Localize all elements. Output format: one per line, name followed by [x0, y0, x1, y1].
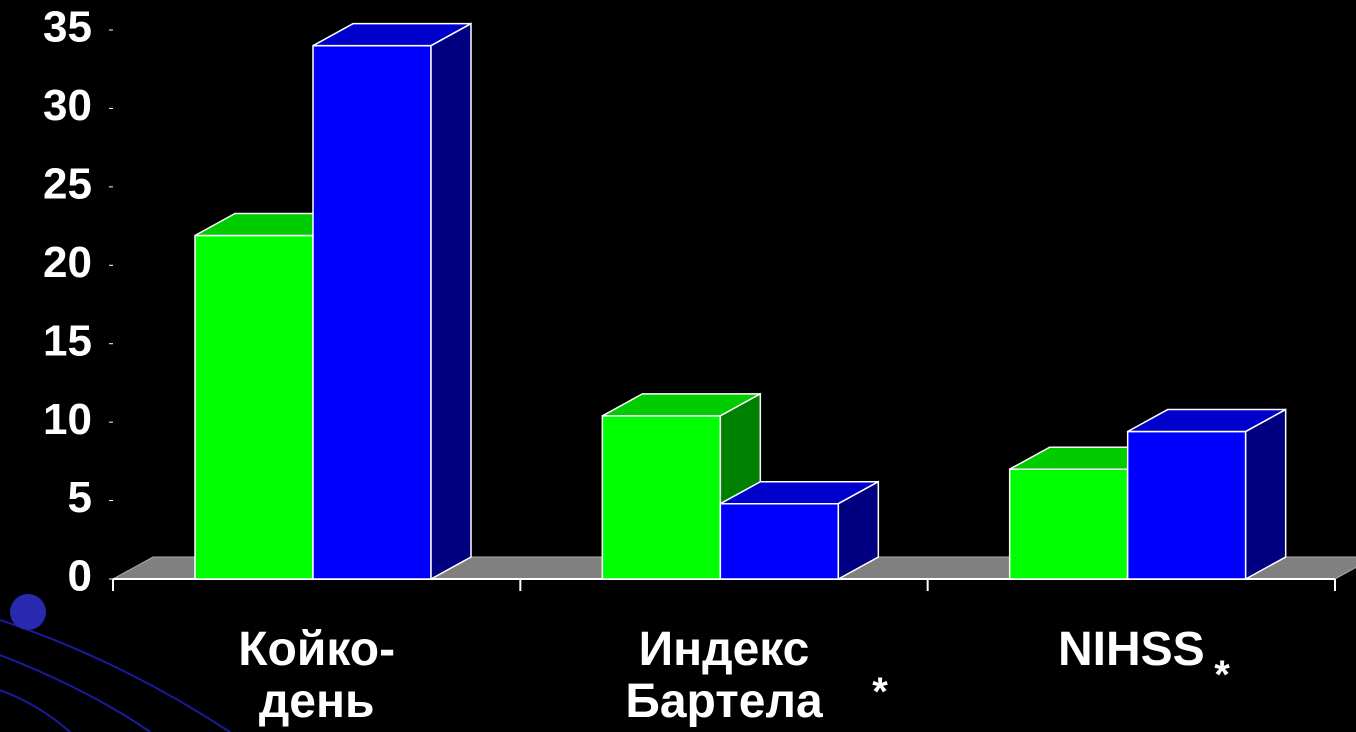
- bar-front: [601, 415, 722, 580]
- bar-front: [1008, 468, 1129, 580]
- x-tick-label: NIHSS: [1058, 623, 1205, 676]
- y-tick-label: 35: [43, 3, 92, 52]
- bar: [719, 480, 880, 581]
- x-tick-label-line: Койко-: [238, 623, 395, 676]
- x-tick-label-line: Индекс: [639, 623, 810, 676]
- annotation: *: [872, 670, 888, 714]
- y-tick-label: 10: [43, 395, 92, 444]
- y-tick-label: 15: [43, 316, 92, 365]
- bar: [1126, 408, 1287, 581]
- y-tick-label: 20: [43, 238, 92, 287]
- x-tick-label-line: день: [259, 675, 375, 728]
- y-tick-label: 30: [43, 81, 92, 130]
- annotation: *: [1214, 653, 1230, 697]
- bar: [601, 392, 762, 581]
- x-tick-label-line: NIHSS: [1058, 623, 1205, 676]
- bar-front: [194, 234, 314, 580]
- bar-front: [719, 502, 840, 580]
- bar-side: [430, 22, 472, 581]
- bar-front: [1126, 430, 1247, 580]
- decoration: [0, 594, 231, 732]
- bar-front: [312, 44, 432, 580]
- bar-side: [837, 480, 880, 581]
- y-tick-label: 0: [68, 552, 92, 601]
- bar-side: [1244, 408, 1287, 581]
- x-tick-label-line: Бартела: [625, 675, 823, 728]
- x-tick-label: Индекс Бартела: [625, 623, 823, 728]
- y-tick-label: 5: [68, 473, 92, 522]
- bar: [312, 22, 472, 581]
- x-tick-label: Койко-день: [238, 623, 395, 728]
- y-tick-label: 25: [43, 159, 92, 208]
